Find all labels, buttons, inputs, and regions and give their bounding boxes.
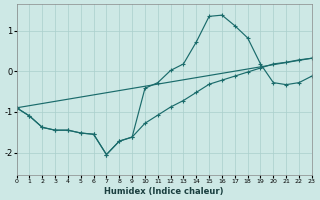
X-axis label: Humidex (Indice chaleur): Humidex (Indice chaleur) xyxy=(104,187,224,196)
